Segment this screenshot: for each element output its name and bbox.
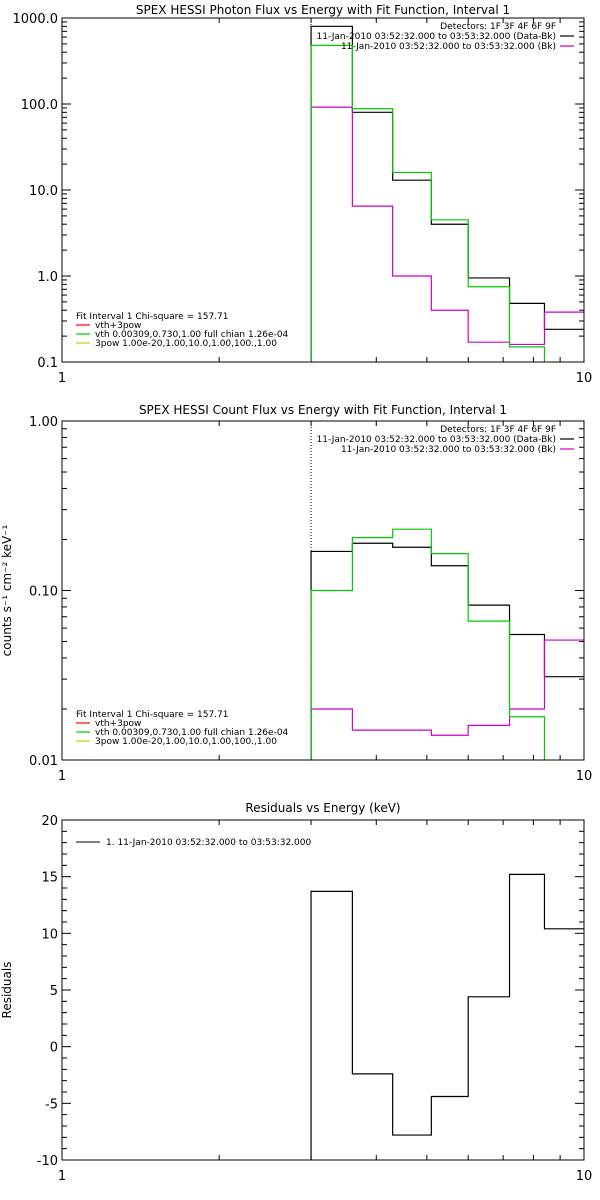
y-axis-label: counts s⁻¹ cm⁻² keV⁻¹ (0, 524, 14, 656)
series-group (310, 528, 584, 760)
detectors-label: Detectors: 1F 3F 4F 6F 9F (440, 425, 556, 435)
series-line-2 (310, 639, 584, 760)
fit-legend-entry: 3pow 1.00e-20,1.00,10.0,1.00,100.,1.00 (95, 339, 277, 349)
y-tick-label: 0.1 (37, 356, 58, 371)
chart-title: SPEX HESSI Count Flux vs Energy with Fit… (139, 403, 507, 417)
plot-frame (61, 819, 585, 1161)
plot-frame (61, 17, 585, 363)
y-tick-label: 1000.0 (13, 12, 59, 27)
chart-panel-3: Residuals vs Energy (keV) 1 10 -10 -5 0 5 10 15 2… (0, 801, 592, 1184)
y-tick-label: 1.00 (29, 415, 58, 430)
y-tick-label: 15 (41, 871, 58, 886)
legend-entry: 11-Jan-2010 03:52:32.000 to 03:53:32.000… (341, 445, 556, 455)
fit-legend-entry: 3pow 1.00e-20,1.00,10.0,1.00,100.,1.00 (95, 737, 277, 747)
legend-entry: 11-Jan-2010 03:52:32.000 to 03:53:32.000… (317, 435, 556, 445)
series-line-3 (310, 44, 546, 362)
y-tick-label: -10 (37, 1154, 58, 1169)
chart-title: Residuals vs Energy (keV) (245, 801, 400, 815)
y-tick-label: 10 (41, 927, 58, 942)
legend-entry: 11-Jan-2010 03:52:32.000 to 03:53:32.000… (341, 42, 556, 52)
y-tick-label: 100.0 (21, 98, 58, 113)
y-tick-label: 5 (50, 984, 58, 999)
x-tick-label: 10 (576, 769, 593, 784)
fit-legend-entry: vth+3pow (95, 719, 141, 729)
x-tick-label: 1 (58, 1169, 66, 1184)
legend-entry: 11-Jan-2010 03:52:32.000 to 03:53:32.000… (317, 32, 556, 42)
y-tick-label: 1.0 (37, 270, 58, 285)
x-tick-label: 1 (58, 371, 66, 386)
y-tick-label: 0 (50, 1041, 58, 1056)
y-axis-label: Residuals (0, 962, 14, 1019)
plot-frame (61, 420, 585, 761)
y-tick-label: 20 (41, 814, 58, 829)
detectors-label: Detectors: 1F 3F 4F 6F 9F (440, 22, 556, 32)
fit-legend-entry: vth 0.00309,0.730,1.00 full chian 1.26e-… (95, 330, 289, 340)
x-tick-label: 1 (58, 769, 66, 784)
chart-title: SPEX HESSI Photon Flux vs Energy with Fi… (136, 3, 510, 17)
fit-legend-entry: vth 0.00309,0.730,1.00 full chian 1.26e-… (95, 728, 289, 738)
fit-legend-title: Fit Interval 1 Chi-square = 157.71 (76, 312, 228, 322)
fit-legend-entry: vth+3pow (95, 321, 141, 331)
y-tick-label: 10.0 (29, 184, 58, 199)
fit-legend-title: Fit Interval 1 Chi-square = 157.71 (76, 710, 228, 720)
series-group (310, 873, 584, 1160)
chart-panel-1: SPEX HESSI Photon Flux vs Energy with Fi… (13, 3, 593, 386)
x-tick-label: 10 (576, 371, 593, 386)
series-line-1 (310, 873, 584, 1160)
chart-panel-2: SPEX HESSI Count Flux vs Energy with Fit… (0, 403, 593, 784)
series-line-2 (310, 106, 584, 362)
legend-entry: 1. 11-Jan-2010 03:52:32.000 to 03:53:32.… (106, 838, 311, 848)
series-line-3 (310, 528, 546, 760)
y-tick-label: 0.10 (29, 585, 58, 600)
y-tick-label: -5 (45, 1097, 58, 1112)
y-tick-label: 0.01 (29, 754, 58, 769)
series-group (310, 25, 584, 362)
x-tick-label: 10 (576, 1169, 593, 1184)
